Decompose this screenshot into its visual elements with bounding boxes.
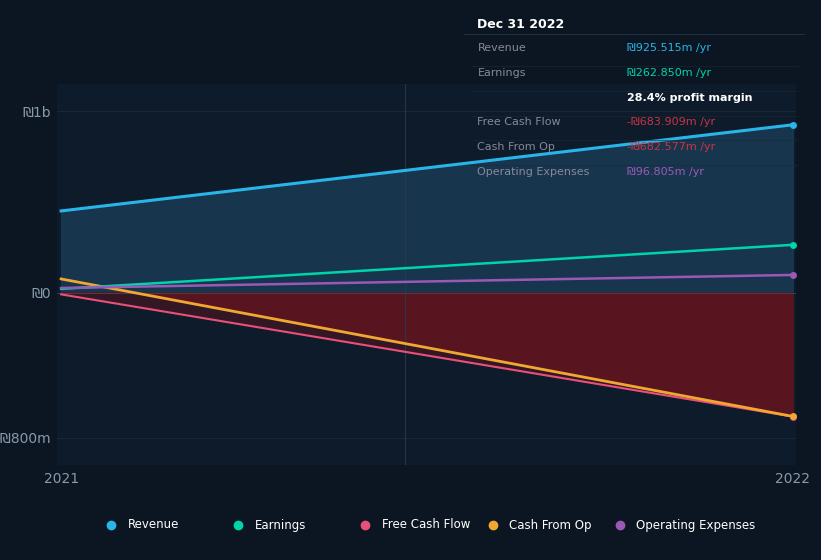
Text: Revenue: Revenue — [127, 519, 179, 531]
Text: Earnings: Earnings — [255, 519, 306, 531]
Text: Free Cash Flow: Free Cash Flow — [382, 519, 470, 531]
Text: Earnings: Earnings — [478, 68, 526, 78]
Text: 28.4% profit margin: 28.4% profit margin — [627, 92, 753, 102]
Text: Revenue: Revenue — [478, 43, 526, 53]
Text: Cash From Op: Cash From Op — [478, 142, 555, 152]
Text: ₪925.515m /yr: ₪925.515m /yr — [627, 43, 712, 53]
Text: -₪682.577m /yr: -₪682.577m /yr — [627, 142, 716, 152]
Text: ₪262.850m /yr: ₪262.850m /yr — [627, 68, 712, 78]
Text: Cash From Op: Cash From Op — [509, 519, 592, 531]
Text: Dec 31 2022: Dec 31 2022 — [478, 17, 565, 31]
Text: Free Cash Flow: Free Cash Flow — [478, 118, 561, 127]
Text: Operating Expenses: Operating Expenses — [478, 167, 589, 177]
Text: ₪96.805m /yr: ₪96.805m /yr — [627, 167, 704, 177]
Text: -₪683.909m /yr: -₪683.909m /yr — [627, 118, 716, 127]
Text: Operating Expenses: Operating Expenses — [636, 519, 755, 531]
